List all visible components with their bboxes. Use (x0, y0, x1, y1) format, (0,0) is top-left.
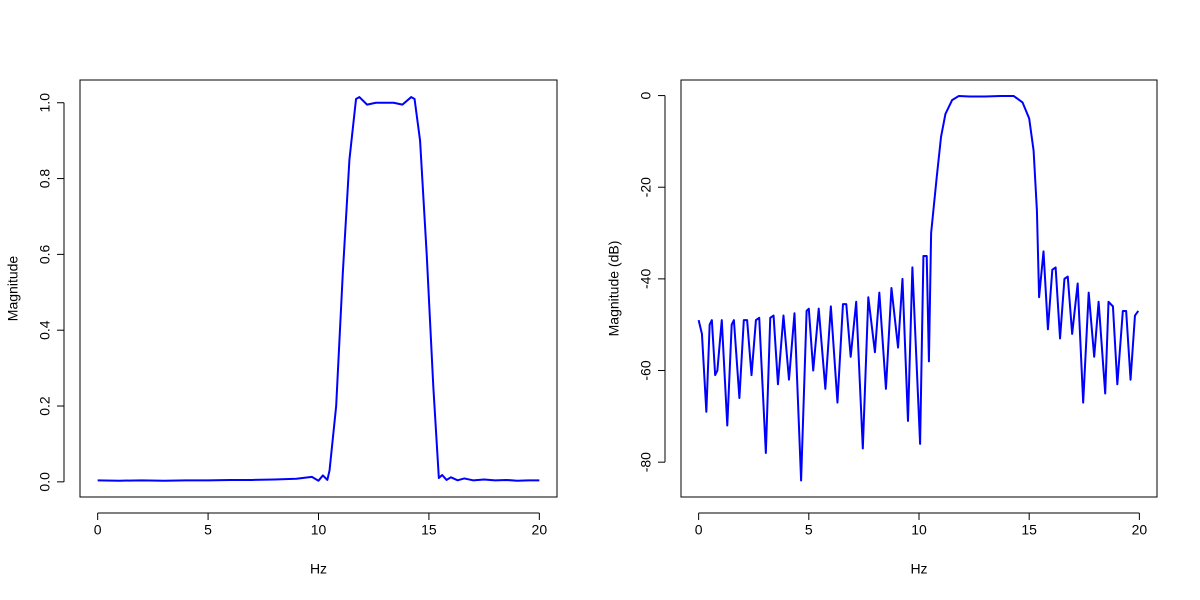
y-tick-label: 0.0 (37, 472, 53, 492)
x-tick-label: 20 (1132, 522, 1148, 538)
y-tick-label: 0.8 (37, 169, 53, 189)
y-tick-label: -80 (638, 452, 654, 472)
y-tick-label: -20 (638, 177, 654, 197)
y-tick-label: 0.4 (37, 320, 53, 340)
x-tick-label: 10 (911, 522, 927, 538)
data-line (697, 95, 1140, 482)
plot-frame (680, 79, 1158, 498)
y-tick-label: 0 (638, 91, 654, 99)
x-tick-label: 0 (94, 522, 102, 538)
y-axis-title: Magnitude (dB) (606, 241, 622, 337)
x-tick-label: 15 (1021, 522, 1037, 538)
x-tick-label: 5 (204, 522, 212, 538)
y-tick-label: 0.2 (37, 396, 53, 416)
y-tick-label: -40 (638, 269, 654, 289)
x-axis-title: Hz (910, 561, 927, 577)
y-tick-label: -60 (638, 360, 654, 380)
y-axis-title: Magnitude (5, 256, 21, 322)
x-tick-label: 15 (421, 522, 437, 538)
x-axis-title: Hz (310, 561, 327, 577)
x-tick-label: 20 (532, 522, 548, 538)
x-tick-label: 0 (695, 522, 703, 538)
y-tick-label: 1.0 (37, 93, 53, 113)
y-tick-label: 0.6 (37, 244, 53, 264)
x-tick-label: 10 (311, 522, 327, 538)
x-tick-label: 5 (805, 522, 813, 538)
plot-frame (79, 79, 558, 498)
data-line (97, 96, 540, 482)
